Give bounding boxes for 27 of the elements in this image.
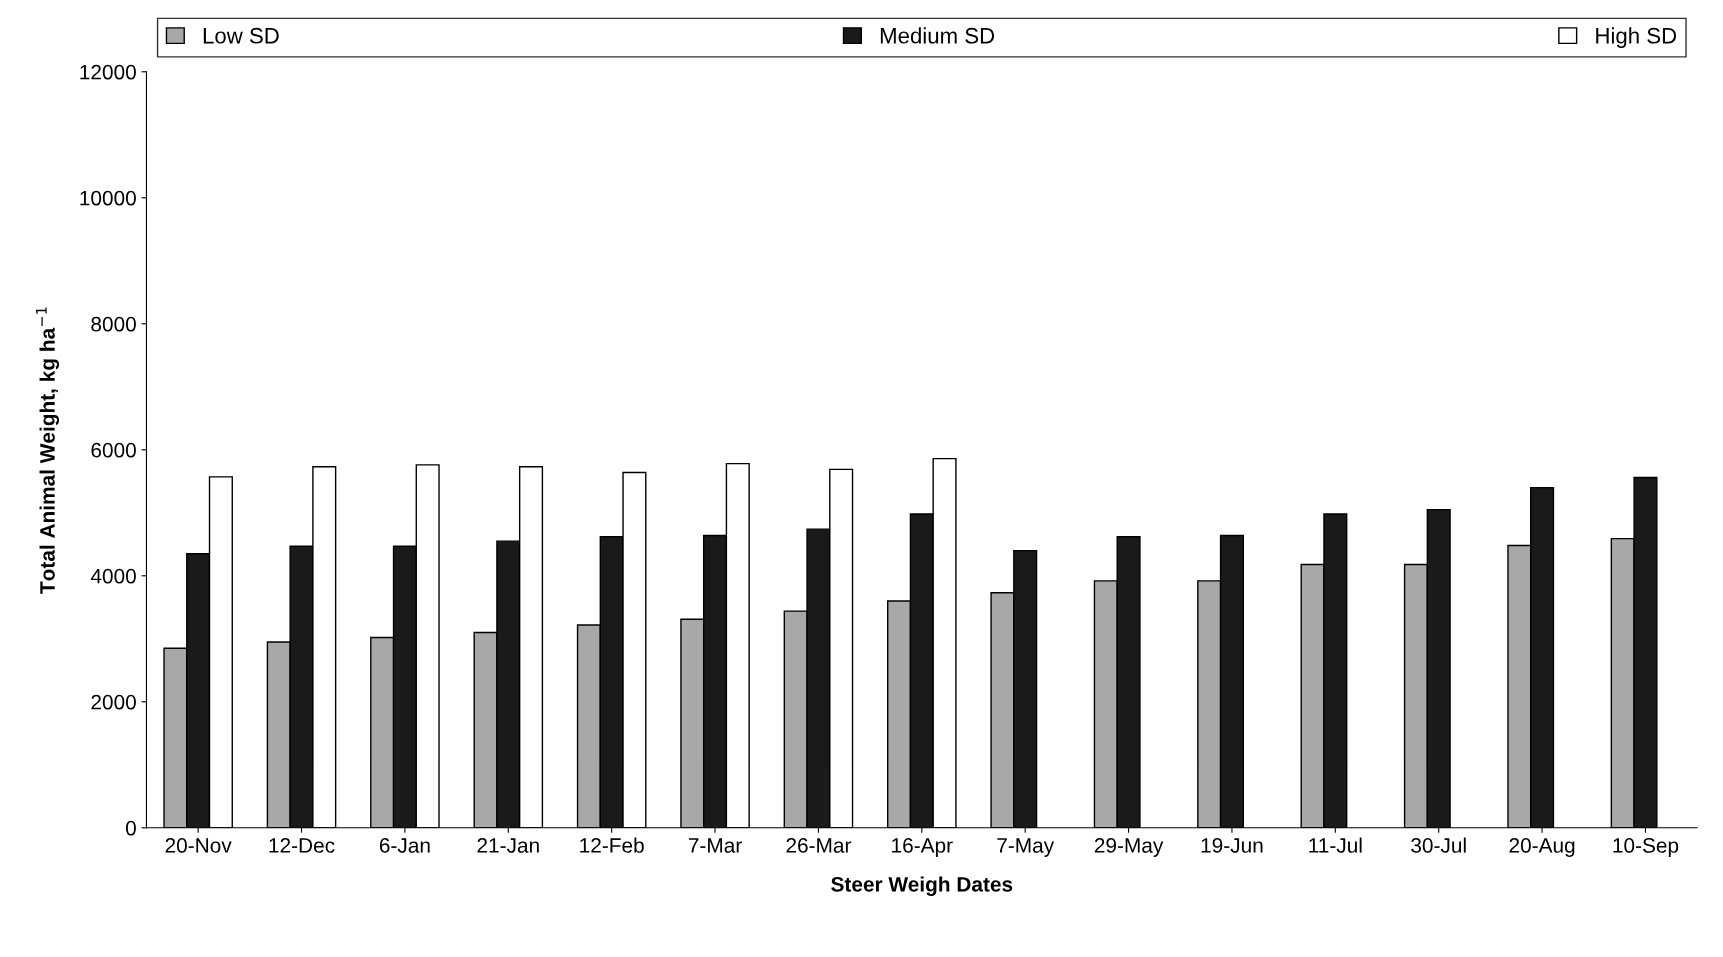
x-tick-label: 10-Sep (1613, 838, 1679, 857)
legend-label: Low SD (203, 27, 279, 44)
x-tick-label: 26-Mar (786, 838, 852, 853)
y-tick-label: 4000 (90, 568, 136, 584)
y-tick-label: 2000 (91, 694, 136, 710)
y-tick-label: 0 (125, 820, 136, 836)
y-tick-label: 12000 (80, 64, 136, 80)
x-tick-label: 7-May (997, 838, 1055, 857)
legend-label: High SD (1596, 27, 1677, 48)
x-tick-label: 19-Jun (1201, 838, 1263, 853)
y-axis-title: Total Animal Weight, kg ha$^{−1}$ (36, 307, 60, 594)
x-tick-label: 7-Mar (688, 838, 742, 853)
x-tick-label: 20-Nov (165, 838, 232, 853)
y-tick-label: 10000 (80, 190, 136, 206)
y-tick-label: 8000 (91, 316, 136, 332)
x-axis-title: Steer Weigh Dates (831, 876, 1013, 896)
x-tick-label: 29-May (1094, 838, 1164, 857)
x-tick-label: 12-Feb (580, 837, 644, 853)
legend-label: Medium SD (880, 27, 995, 44)
x-tick-label: 11-Jul (1309, 837, 1362, 853)
x-tick-label: 30-Jul (1411, 837, 1466, 853)
x-tick-label: 6-Jan (379, 838, 430, 853)
x-tick-label: 20-Aug (1509, 838, 1575, 857)
x-tick-label: 21-Jan (477, 838, 539, 853)
x-tick-label: 12-Dec (269, 838, 335, 853)
y-tick-label: 6000 (91, 442, 136, 458)
x-tick-label: 16-Apr (892, 838, 953, 857)
